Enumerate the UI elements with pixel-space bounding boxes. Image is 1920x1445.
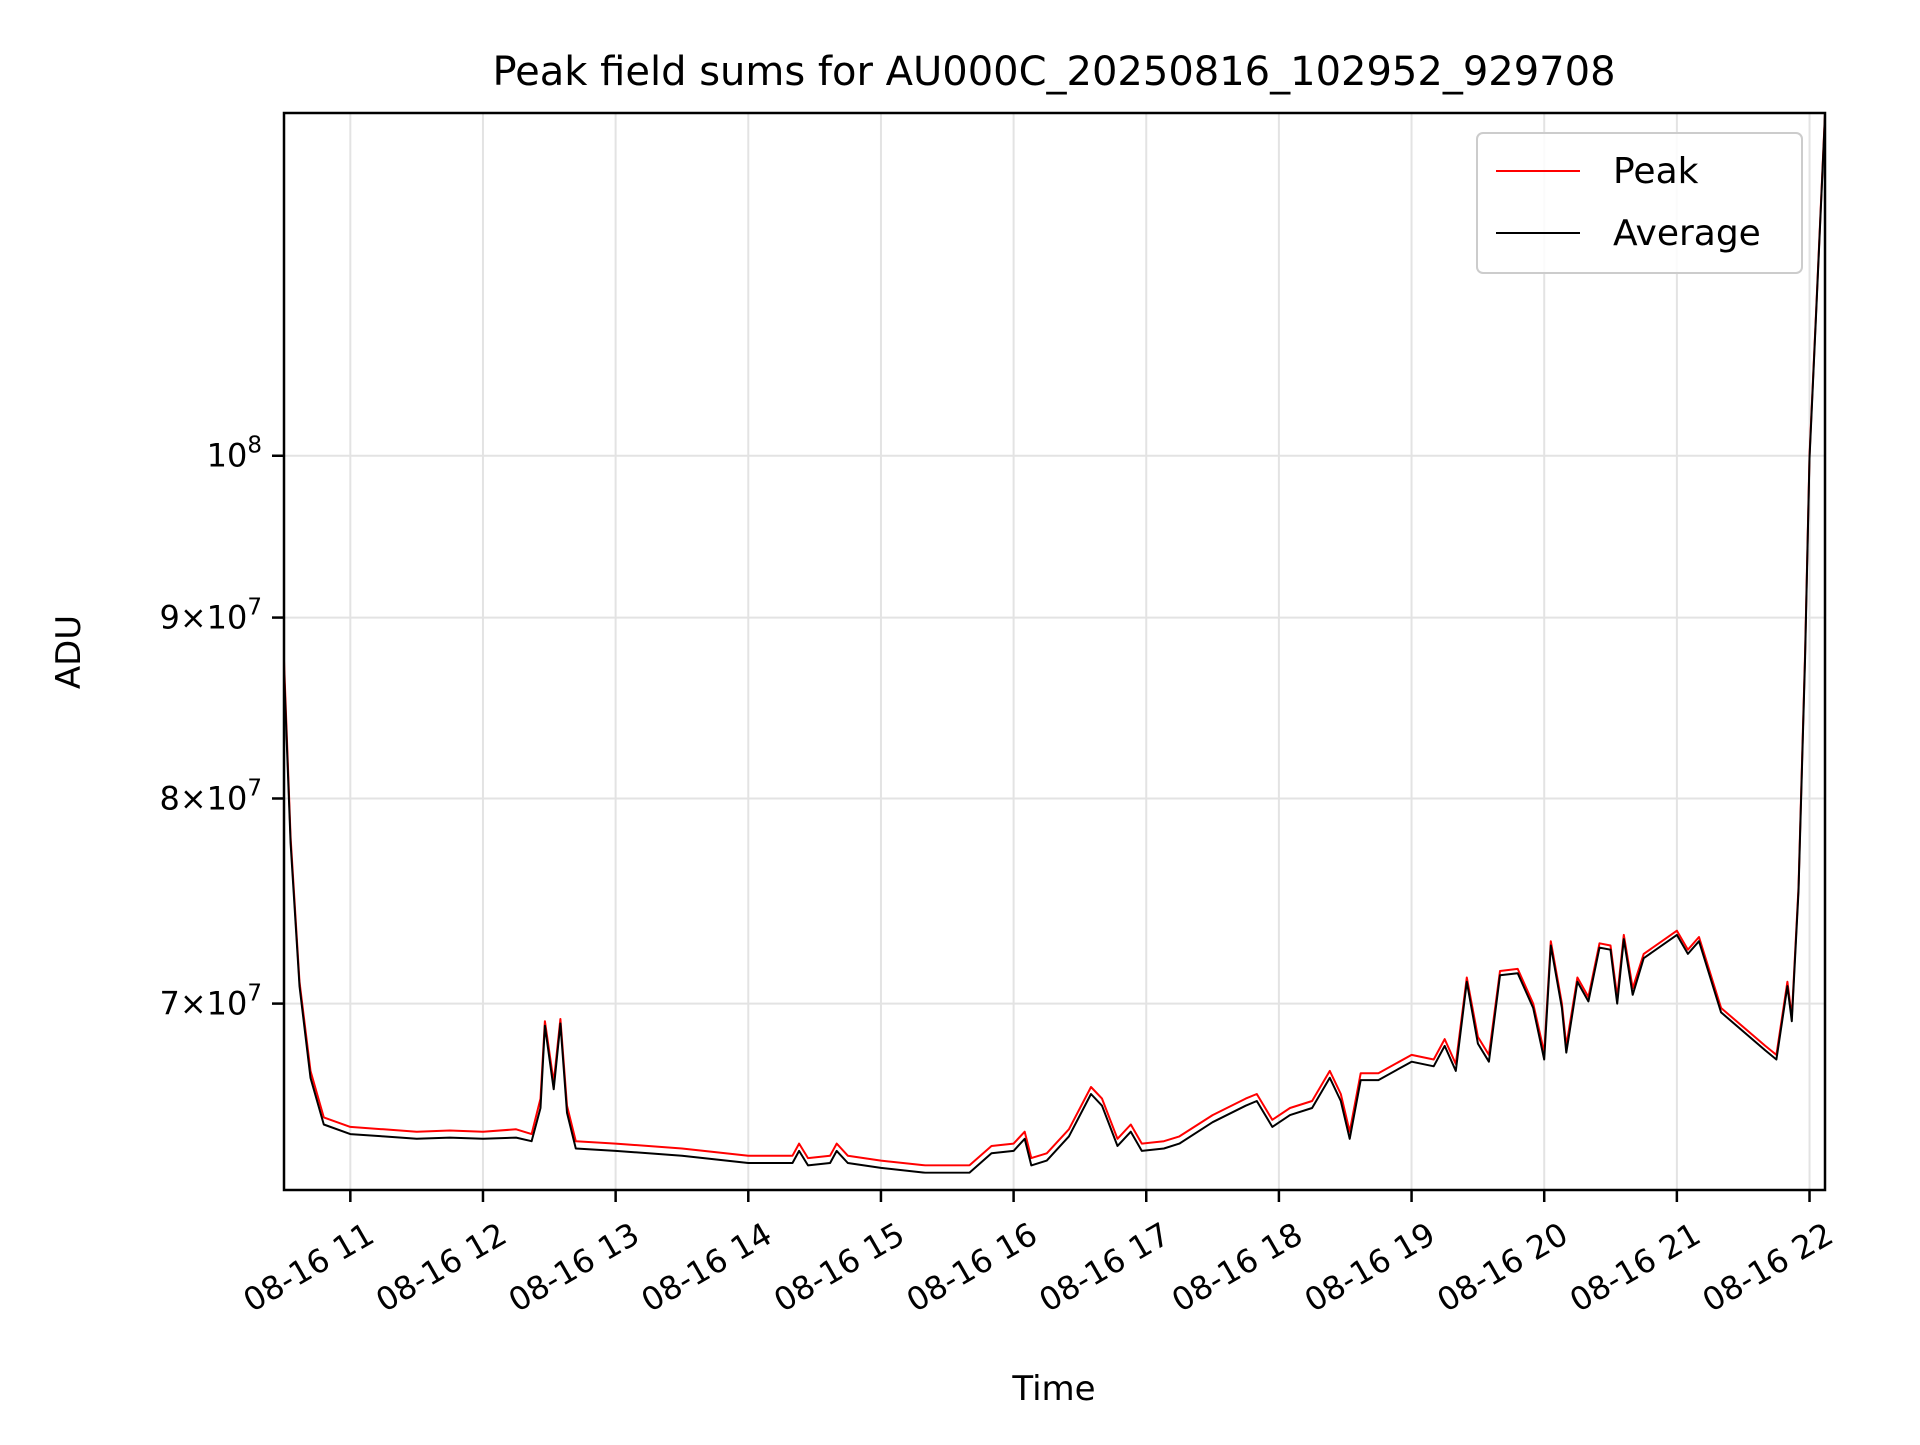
x-tick-label: 08-16 14 (635, 1215, 779, 1320)
legend: Peak Average (1476, 132, 1803, 274)
plot-frame (282, 111, 1827, 1192)
legend-label-average: Average (1613, 213, 1761, 254)
legend-label-peak: Peak (1613, 151, 1699, 192)
y-tick-label: 8×107 (159, 775, 262, 817)
x-tick-label: 08-16 20 (1431, 1215, 1575, 1320)
y-tick-label: 108 (207, 433, 262, 475)
chart-title: Peak field sums for AU000C_20250816_1029… (492, 49, 1615, 95)
grid-lines (284, 113, 1825, 1190)
y-axis: 7×107 8×107 9×107 108 (159, 433, 284, 1023)
y-axis-label: ADU (49, 615, 89, 689)
x-tick-label: 08-16 12 (369, 1215, 513, 1320)
x-tick-label: 08-16 19 (1298, 1215, 1442, 1320)
x-axis-label: Time (1011, 1369, 1095, 1409)
x-tick-label: 08-16 15 (767, 1215, 911, 1320)
x-tick-label: 08-16 11 (237, 1215, 381, 1320)
series-line-average (284, 116, 1825, 1173)
y-tick-label: 9×107 (159, 595, 262, 637)
x-tick-label: 08-16 22 (1696, 1215, 1840, 1320)
series-lines (284, 113, 1825, 1173)
x-tick-label: 08-16 18 (1165, 1215, 1309, 1320)
x-tick-label: 08-16 13 (502, 1215, 646, 1320)
x-tick-label: 08-16 17 (1033, 1215, 1177, 1320)
x-tick-label: 08-16 16 (900, 1215, 1044, 1320)
y-tick-label: 7×107 (159, 981, 262, 1023)
legend-box (1476, 132, 1803, 274)
x-tick-label: 08-16 21 (1563, 1215, 1707, 1320)
